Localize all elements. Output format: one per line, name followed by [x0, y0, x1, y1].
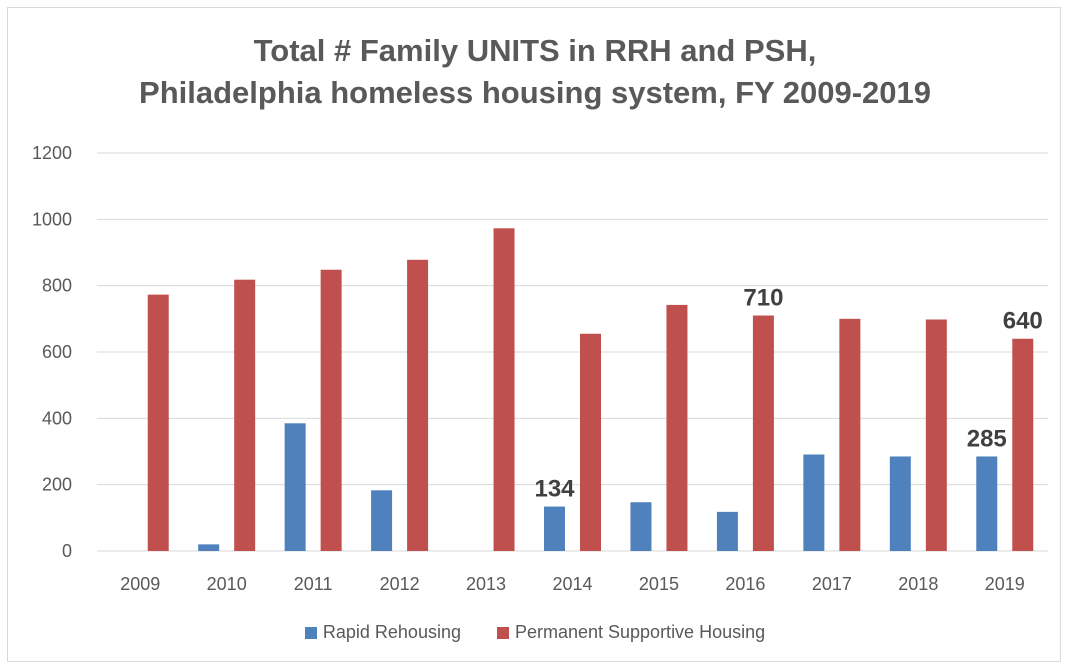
y-tick-label: 1000 [32, 209, 72, 229]
bar-rrh-2016 [716, 511, 738, 551]
y-tick-label: 600 [42, 342, 72, 362]
bar-rrh-2012 [371, 490, 393, 551]
legend-label-permanent-supportive-housing: Permanent Supportive Housing [514, 622, 766, 642]
bar-psh-2011 [320, 269, 342, 551]
x-tick-label: 2017 [812, 574, 852, 594]
data-label: 640 [1003, 308, 1043, 335]
bar-psh-2013 [493, 228, 515, 551]
bar-psh-2018 [925, 319, 947, 551]
x-tick-label: 2016 [725, 574, 765, 594]
legend-swatch-permanent-supportive-housing [496, 626, 509, 639]
data-label: 134 [534, 476, 575, 503]
y-tick-label: 400 [42, 408, 72, 428]
bar-rrh-2010 [198, 544, 220, 551]
bar-psh-2017 [839, 318, 861, 551]
x-tick-label: 2012 [380, 574, 420, 594]
bar-rrh-2017 [803, 454, 825, 551]
bar-rrh-2014 [544, 506, 565, 551]
x-tick-label: 2018 [898, 574, 938, 594]
x-tick-label: 2010 [207, 574, 247, 594]
x-tick-label: 2009 [120, 574, 160, 594]
legend-label-rapid-rehousing: Rapid Rehousing [322, 622, 461, 642]
bar-psh-2012 [407, 259, 429, 551]
bar-psh-2009 [147, 294, 169, 551]
bar-rrh-2011 [284, 423, 306, 551]
legend-item-permanent-supportive-housing: Permanent Supportive Housing [496, 622, 766, 643]
x-tick-label: 2011 [294, 574, 333, 594]
legend-swatch-rapid-rehousing [304, 626, 317, 639]
bar-psh-2015 [666, 304, 688, 551]
bar-psh-2016 [752, 315, 774, 551]
y-tick-label: 200 [42, 475, 72, 495]
y-tick-label: 800 [42, 276, 72, 296]
chart-frame [7, 7, 1061, 662]
x-tick-label: 2019 [985, 574, 1025, 594]
bar-rrh-2018 [889, 456, 911, 551]
bar-rrh-2019 [976, 456, 998, 551]
chart-legend: Rapid Rehousing Permanent Supportive Hou… [0, 622, 1070, 643]
x-tick-label: 2015 [639, 574, 679, 594]
x-tick-label: 2014 [552, 574, 592, 594]
legend-item-rapid-rehousing: Rapid Rehousing [304, 622, 461, 643]
chart-title: Total # Family UNITS in RRH and PSH, Phi… [0, 30, 1070, 114]
bar-psh-2014 [580, 333, 601, 551]
chart-title-line-1: Total # Family UNITS in RRH and PSH, [253, 33, 817, 68]
chart-title-line-2: Philadelphia homeless housing system, FY… [139, 75, 931, 110]
bar-rrh-2015 [630, 502, 652, 551]
y-tick-label: 0 [62, 541, 72, 561]
y-tick-label: 1200 [32, 143, 72, 163]
data-label: 285 [967, 425, 1007, 452]
x-tick-label: 2013 [466, 574, 506, 594]
bar-psh-2010 [234, 279, 256, 551]
bar-psh-2019 [1012, 338, 1034, 551]
data-label: 710 [743, 285, 783, 312]
